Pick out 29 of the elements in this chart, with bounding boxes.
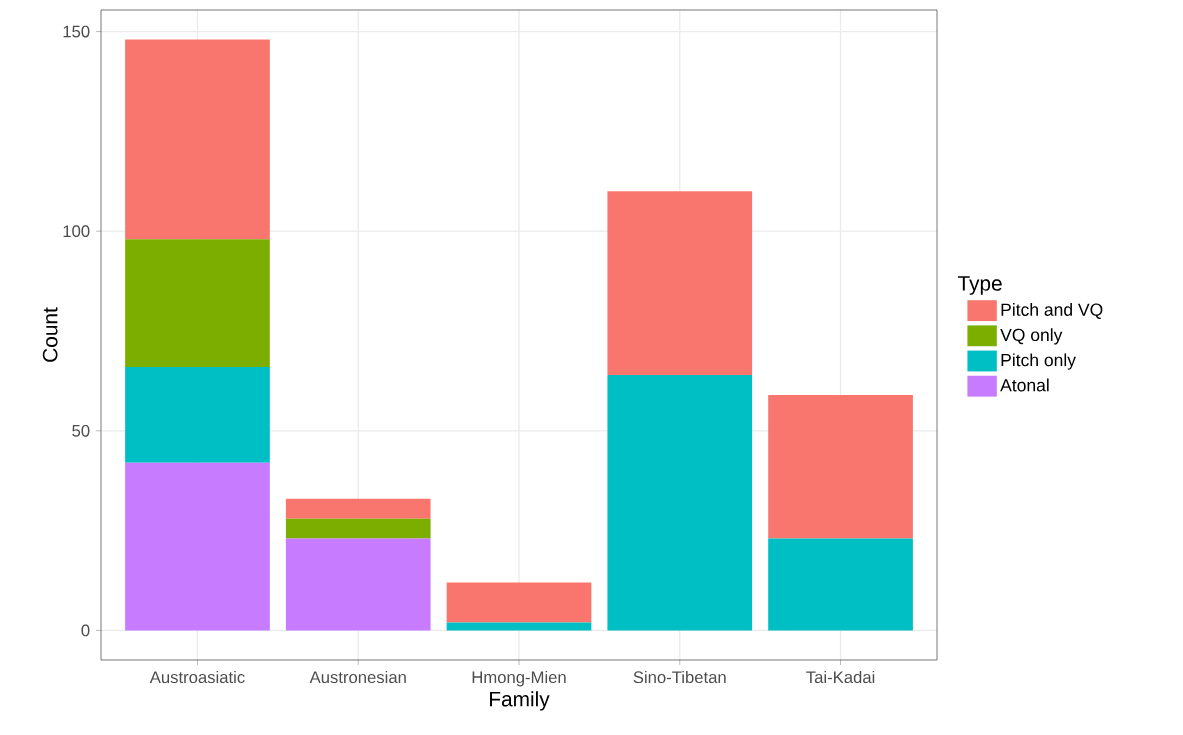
y-tick-label: 150 [63,25,90,38]
legend-label: Pitch only [1001,353,1076,370]
x-tick-label: Sino-Tibetan [633,670,726,684]
x-tick-label: Austroasiatic [149,670,245,684]
x-tick-label: Hmong-Mien [472,670,566,687]
x-axis-title: Family [490,691,550,711]
y-axis-title: Count [42,307,58,362]
legend-label: Pitch and VQ [1001,303,1103,320]
bar [607,374,753,631]
bar [768,538,913,631]
bar [768,394,913,539]
bar [285,498,431,519]
y-tick-label: 50 [72,424,90,437]
bar [125,366,270,463]
bar [285,518,431,539]
legend-label: VQ only [1000,328,1063,345]
y-tick-label: 0 [81,624,90,637]
bar [125,39,270,240]
bar [285,538,431,631]
y-tick-label: 100 [63,225,90,238]
bar [446,582,592,623]
x-tick-label: Austronesian [309,670,406,684]
x-tick-label: Tai-Kadai [806,670,875,684]
legend-title: Type [957,276,1002,295]
bar [125,239,270,367]
bar [446,622,592,631]
legend-label: Atonal [1000,378,1049,392]
bar [607,191,753,375]
bar [125,462,270,631]
